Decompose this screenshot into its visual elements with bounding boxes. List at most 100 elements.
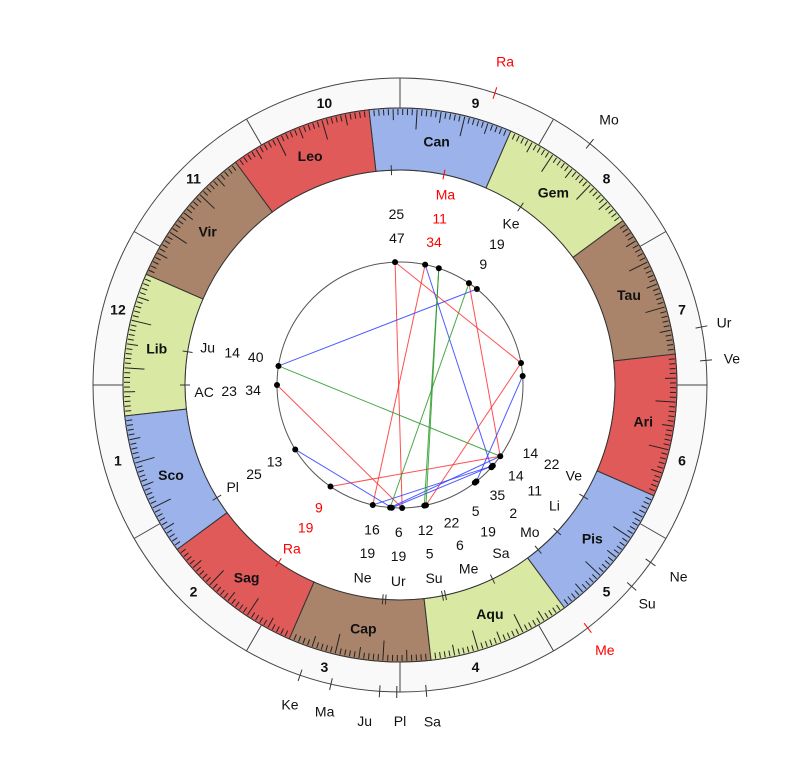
planet-dot xyxy=(275,362,282,369)
degree-tick xyxy=(574,590,580,596)
transit-tick xyxy=(695,325,708,329)
degree-tick xyxy=(496,631,502,643)
natal-ma-min: 34 xyxy=(426,234,442,250)
degree-tick xyxy=(172,227,178,233)
natal-li-min: 14 xyxy=(508,468,524,484)
degree-tick xyxy=(255,149,263,160)
natal-sa-deg: 19 xyxy=(480,524,496,540)
degree-tick xyxy=(494,126,498,133)
transit-tick xyxy=(425,684,428,697)
degree-tick xyxy=(354,112,357,119)
degree-tick xyxy=(552,157,558,163)
degree-tick xyxy=(588,577,594,583)
natal-tick xyxy=(381,594,384,605)
degree-tick xyxy=(552,607,557,613)
degree-tick xyxy=(629,525,636,530)
natal-ac-name: AC xyxy=(194,384,213,400)
degree-tick xyxy=(537,610,545,621)
aspect-line-minor xyxy=(389,282,470,508)
degree-tick xyxy=(213,180,219,187)
degree-tick xyxy=(513,614,524,633)
degree-tick xyxy=(133,310,141,314)
house-number-5: 5 xyxy=(603,583,611,599)
degree-tick xyxy=(363,111,366,118)
degree-tick xyxy=(138,296,149,302)
degree-tick xyxy=(166,529,173,534)
degree-tick xyxy=(231,165,237,171)
sign-label-tau: Tau xyxy=(617,287,641,303)
natal-ur-name: Ur xyxy=(391,573,406,589)
degree-tick xyxy=(648,444,669,451)
degree-tick xyxy=(659,456,667,460)
degree-tick xyxy=(139,292,146,296)
degree-tick xyxy=(511,133,516,140)
sign-label-aqu: Aqu xyxy=(476,606,503,622)
planet-dot xyxy=(497,453,504,460)
degree-tick xyxy=(216,586,222,592)
sign-label-ari: Ari xyxy=(634,414,653,430)
degree-tick xyxy=(574,583,584,593)
degree-tick xyxy=(548,610,553,616)
degree-tick xyxy=(483,123,489,134)
degree-tick xyxy=(663,443,670,446)
transit-me-label: Me xyxy=(595,642,615,658)
degree-tick xyxy=(532,144,537,151)
degree-tick xyxy=(453,114,456,121)
natal-tick xyxy=(553,527,562,536)
degree-tick xyxy=(125,410,132,412)
degree-tick xyxy=(190,205,196,210)
degree-tick xyxy=(246,598,259,616)
degree-tick xyxy=(183,212,194,221)
sign-label-vir: Vir xyxy=(198,224,217,240)
degree-tick xyxy=(183,552,189,557)
transit-tick xyxy=(585,138,594,149)
degree-tick xyxy=(255,614,260,621)
sign-label-gem: Gem xyxy=(538,185,569,201)
degree-tick xyxy=(585,580,591,586)
degree-tick xyxy=(141,287,148,291)
degree-tick xyxy=(294,129,298,136)
degree-tick xyxy=(668,415,675,418)
degree-tick xyxy=(595,194,601,200)
degree-tick xyxy=(259,146,264,153)
degree-tick xyxy=(138,469,145,473)
degree-tick xyxy=(668,410,675,413)
degree-tick xyxy=(129,329,136,332)
degree-tick xyxy=(604,560,610,565)
degree-tick xyxy=(199,194,215,209)
degree-tick xyxy=(157,513,163,517)
degree-tick xyxy=(307,639,311,646)
degree-tick xyxy=(169,231,187,244)
degree-tick xyxy=(516,135,520,142)
degree-tick xyxy=(526,142,533,153)
degree-tick xyxy=(632,244,639,249)
degree-tick xyxy=(651,468,662,474)
degree-tick xyxy=(180,548,186,554)
degree-tick xyxy=(645,270,652,274)
degree-tick xyxy=(585,561,601,576)
degree-tick xyxy=(239,159,244,166)
degree-tick xyxy=(227,591,236,602)
sign-label-sco: Sco xyxy=(158,467,184,483)
degree-tick xyxy=(415,109,418,130)
degree-tick xyxy=(335,116,338,123)
natal-tick xyxy=(182,350,193,354)
house-cusp-line xyxy=(538,118,554,146)
natal-ve-name: Ve xyxy=(566,468,583,484)
degree-tick xyxy=(276,626,280,633)
natal-mo-deg: 2 xyxy=(509,505,517,521)
degree-tick xyxy=(645,306,665,314)
natal-ju-deg: 14 xyxy=(224,344,240,360)
aspect-line-soft xyxy=(424,264,492,468)
degree-tick xyxy=(439,652,441,659)
natal-ur-min: 6 xyxy=(395,524,403,540)
degree-tick xyxy=(130,324,137,327)
degree-tick xyxy=(452,644,456,656)
degree-tick xyxy=(321,120,329,140)
degree-tick xyxy=(564,165,569,172)
degree-tick xyxy=(457,648,460,655)
degree-tick xyxy=(348,650,351,657)
degree-tick xyxy=(661,315,668,319)
degree-tick xyxy=(598,567,604,573)
degree-tick xyxy=(312,123,316,130)
